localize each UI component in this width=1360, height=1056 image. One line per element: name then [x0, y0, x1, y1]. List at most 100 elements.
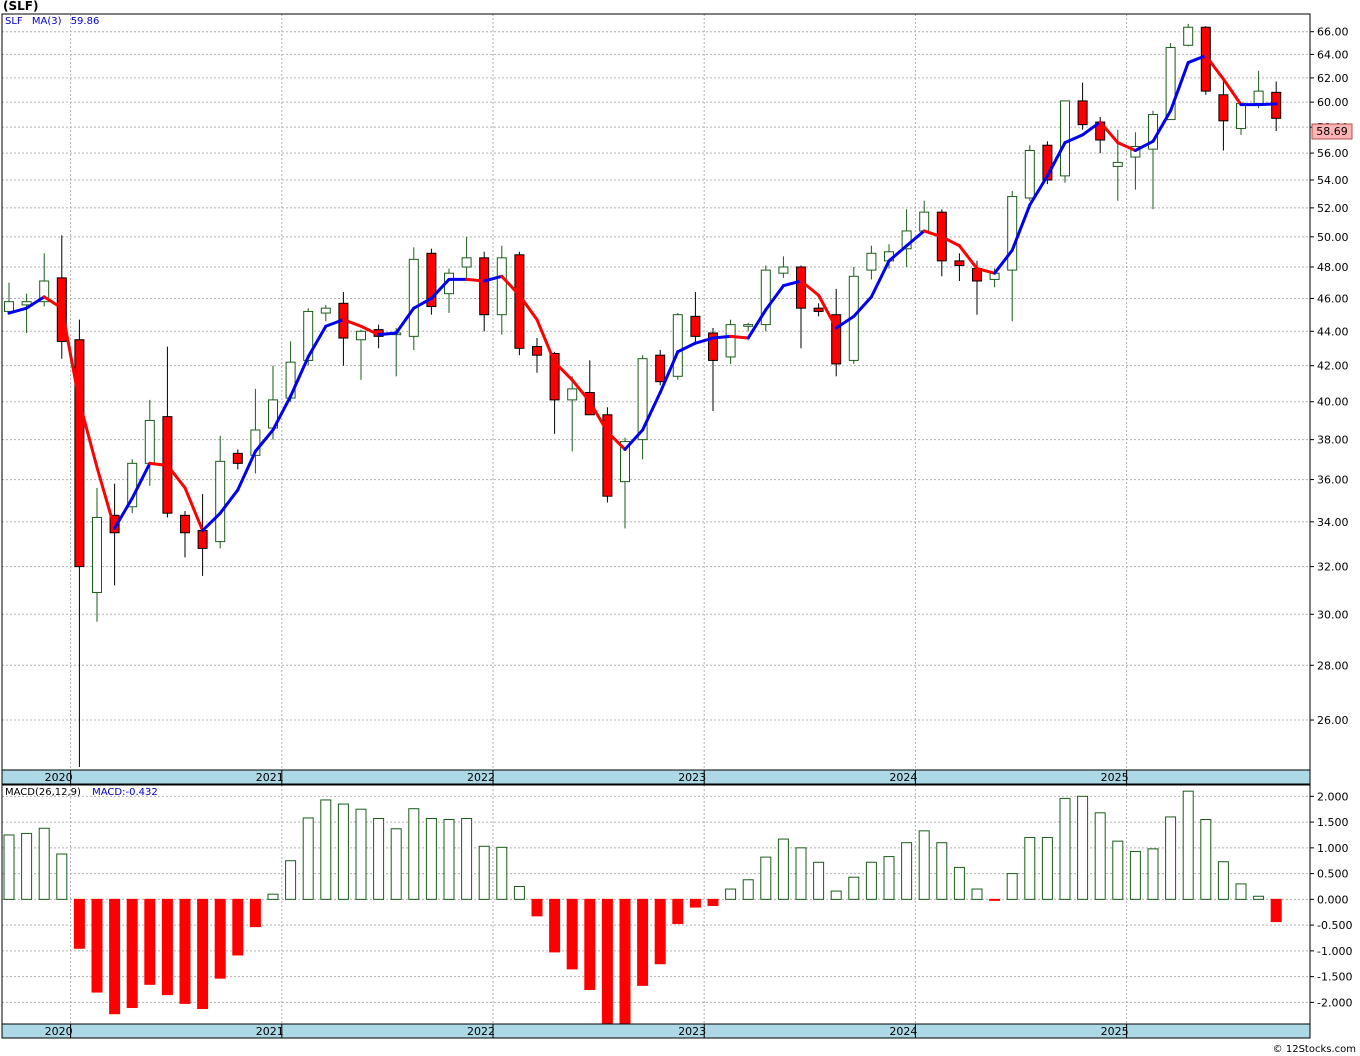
ma-segment — [764, 284, 785, 312]
candle — [215, 435, 226, 549]
ma-segment — [641, 391, 662, 432]
macd-bar — [584, 898, 596, 990]
candle — [1148, 110, 1158, 210]
macd-bar — [830, 890, 842, 900]
candle — [1183, 23, 1194, 47]
macd-bar — [1147, 848, 1159, 900]
candle-body — [215, 460, 226, 543]
candle-body — [479, 257, 490, 316]
macd-bar — [813, 861, 825, 900]
candle — [1236, 102, 1246, 135]
candle-body — [1060, 100, 1070, 177]
macd-bar — [373, 817, 385, 900]
macd-bar — [249, 898, 261, 928]
year-labels: 2020 2020 2021 2021 2022 2022 2023 2023 2024 2024… — [45, 770, 1129, 1038]
macd-bar — [214, 898, 226, 979]
candle — [532, 338, 542, 373]
macd-legend: MACD(26,12,9) MACD:-0.432 — [5, 787, 158, 798]
candle — [21, 293, 32, 333]
macd-bar — [1165, 816, 1177, 900]
ma-segment — [605, 430, 627, 451]
macd-date-axis-band — [1, 1023, 1311, 1039]
candle-body — [620, 441, 630, 483]
price-tick-label: 64.00 — [1317, 48, 1349, 61]
ma-segment — [852, 295, 873, 318]
price-tick-label: 60.00 — [1317, 96, 1349, 109]
macd-bar — [1253, 895, 1265, 900]
macd-value: MACD:-0.432 — [92, 787, 158, 798]
candle-body — [690, 315, 701, 337]
ma-segment — [148, 461, 169, 467]
ma-segment — [394, 306, 416, 335]
footer-credit: © 12Stocks.com — [1273, 1044, 1356, 1055]
candle-body — [4, 301, 14, 312]
candle-body — [356, 330, 366, 341]
macd-bar — [109, 898, 121, 1015]
candle — [56, 235, 67, 359]
candle-body — [954, 260, 965, 266]
ma-segment — [1028, 174, 1049, 207]
candle-body — [708, 332, 718, 361]
candle-body — [426, 252, 437, 308]
macd-bar — [689, 898, 701, 908]
macd-bar — [1024, 837, 1036, 900]
macd-bar — [619, 898, 631, 1025]
ma-segment — [306, 324, 328, 359]
price-tick-label: 56.00 — [1317, 147, 1349, 160]
last-price-badge — [1311, 123, 1353, 140]
candle-body — [461, 257, 472, 268]
macd-bar — [707, 898, 719, 907]
candle-body — [496, 257, 507, 316]
ma-segment — [799, 279, 821, 297]
ma-segment — [482, 274, 504, 283]
macd-bars — [3, 790, 1282, 1025]
macd-bar — [1077, 795, 1089, 900]
ma-segment — [7, 306, 29, 315]
candle — [725, 319, 736, 364]
ma-segment — [324, 318, 345, 328]
macd-tick-label: 0.000 — [1317, 893, 1349, 906]
macd-bar — [478, 845, 490, 900]
candle — [708, 327, 718, 412]
ma-segment — [711, 334, 733, 340]
macd-bar — [337, 803, 349, 900]
candle — [461, 236, 472, 280]
candle — [655, 350, 666, 386]
candle — [180, 511, 190, 558]
macd-bar — [73, 898, 85, 949]
ma-segment — [588, 400, 609, 434]
candle-body — [672, 314, 683, 377]
ma-segment — [341, 318, 363, 328]
ma-segment — [1010, 203, 1032, 252]
ma-segment — [236, 449, 257, 492]
price-tick-label: 30.00 — [1317, 608, 1349, 621]
macd-bar — [1059, 797, 1071, 900]
macd-bar — [1094, 812, 1106, 900]
candle-body — [549, 352, 560, 401]
candle — [320, 304, 331, 322]
candle — [479, 251, 490, 332]
ma-segment — [42, 295, 64, 310]
candle — [637, 355, 648, 460]
candle — [549, 351, 560, 434]
candle-body — [1165, 47, 1176, 121]
macd-bar — [161, 898, 173, 996]
candle-body — [567, 388, 578, 401]
macd-label: MACD(26,12,9) — [5, 787, 81, 798]
candle — [356, 329, 366, 380]
candle-body — [127, 462, 138, 508]
ma-segment — [130, 461, 152, 500]
ma-segment — [535, 318, 557, 364]
candle — [1077, 82, 1088, 130]
legend-ma-value: 59.86 — [71, 16, 100, 27]
macd-bar — [513, 885, 525, 900]
macd-bar — [56, 853, 68, 900]
candle — [743, 322, 754, 332]
macd-bar — [725, 888, 737, 900]
legend-ma-label: MA(3) — [32, 16, 62, 27]
candle-body — [901, 230, 912, 250]
ma-segment — [1186, 54, 1208, 65]
macd-bar — [3, 834, 15, 900]
year-label: 2021 — [256, 1025, 284, 1038]
